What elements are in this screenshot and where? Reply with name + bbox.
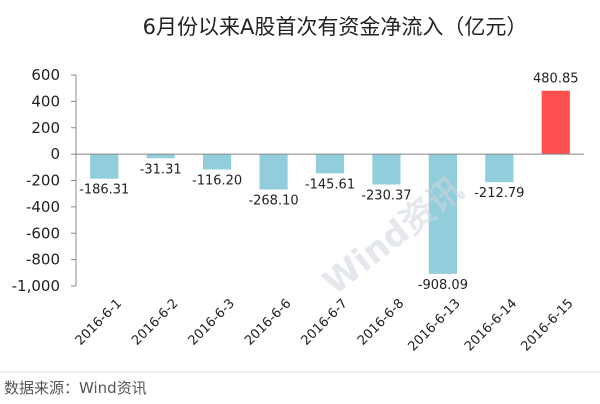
chart-title: 6月份以来A股首次有资金净流入（亿元） — [143, 15, 528, 39]
data-label: -908.09 — [418, 278, 468, 293]
bar — [541, 90, 570, 155]
data-label: -116.20 — [192, 173, 242, 188]
bars: -186.31 -31.31 -116.20 -268.10 -145.61 -230.3… — [79, 72, 578, 293]
y-axis: 600 400 200 0 -200 -400 -600 -800 -1,000 — [12, 66, 77, 295]
y-tick-label: -400 — [26, 198, 60, 216]
data-label: -31.31 — [140, 162, 182, 177]
data-label: -212.79 — [474, 186, 524, 201]
data-label: -186.31 — [79, 183, 129, 198]
y-tick-label: 400 — [31, 92, 60, 110]
y-tick-label: -800 — [26, 251, 60, 269]
y-tick-label: 200 — [31, 119, 60, 137]
data-label: -268.10 — [248, 193, 298, 208]
x-tick-label: 2016-6-3 — [186, 296, 238, 348]
x-tick-label: 2016-6-7 — [298, 296, 350, 348]
y-tick-label: -600 — [26, 224, 60, 242]
y-tick-label: -1,000 — [12, 277, 60, 295]
bar — [485, 154, 514, 183]
bar — [428, 154, 457, 274]
y-tick-label: 0 — [50, 145, 60, 163]
data-label: -145.61 — [305, 177, 355, 192]
x-tick-label: 2016-6-13 — [406, 296, 464, 354]
data-label: -230.37 — [361, 189, 411, 204]
x-tick-label: 2016-6-2 — [129, 296, 181, 348]
x-tick-label: 2016-6-6 — [242, 296, 294, 348]
source-note: 数据来源：Wind资讯 — [4, 379, 147, 397]
bar — [259, 154, 288, 190]
x-tick-label: 2016-6-8 — [355, 296, 407, 348]
y-tick-label: -200 — [26, 172, 60, 190]
x-tick-label: 2016-6-15 — [518, 296, 576, 354]
data-label: 480.85 — [533, 72, 579, 87]
bar — [372, 154, 401, 185]
x-tick-label: 2016-6-1 — [73, 296, 125, 348]
y-tick-label: 600 — [31, 66, 60, 84]
bar — [146, 154, 175, 159]
bar — [90, 154, 119, 179]
bar — [315, 154, 345, 174]
bar — [203, 154, 232, 170]
x-tick-label: 2016-6-14 — [462, 296, 520, 354]
